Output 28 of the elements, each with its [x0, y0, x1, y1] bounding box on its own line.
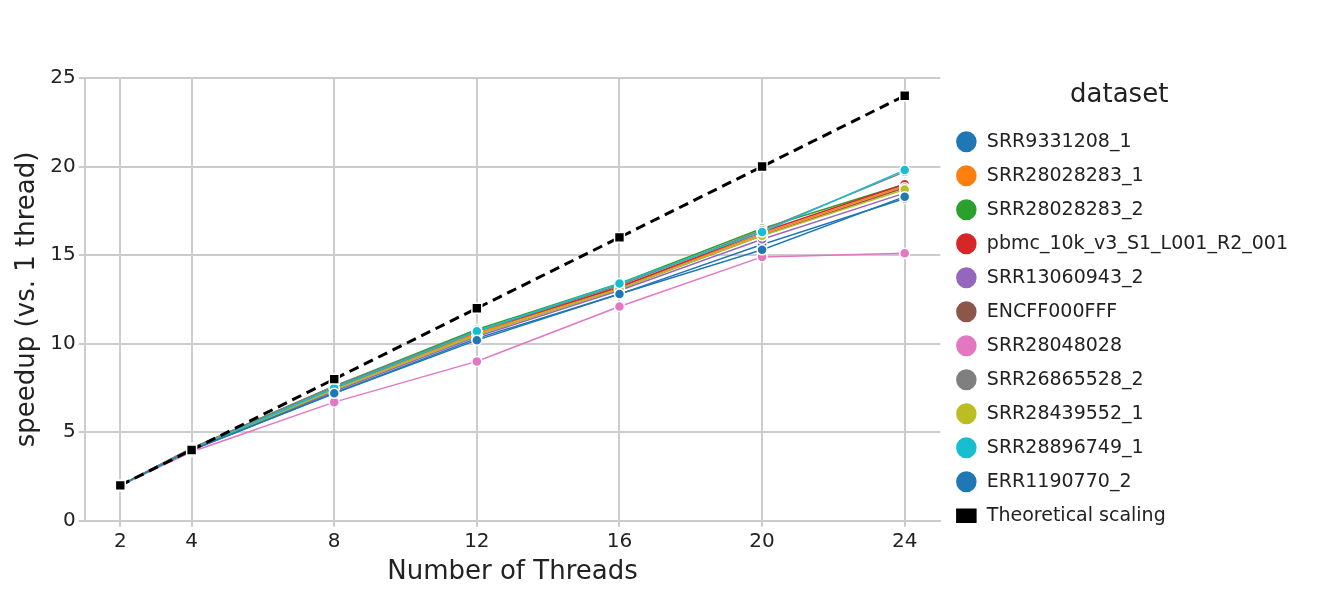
legend-label: SRR13060943_2: [986, 264, 1144, 288]
y-tick-label: 25: [50, 64, 76, 89]
x-tick-label: 2: [113, 528, 127, 552]
legend-label: Theoretical scaling: [985, 502, 1166, 525]
y-axis-title: speedup (vs. 1 thread): [10, 151, 41, 448]
legend-label: SRR28439552_1: [986, 400, 1144, 424]
legend-label: SRR9331208_1: [986, 128, 1132, 152]
x-tick-label: 8: [327, 528, 341, 552]
y-tick-label: 0: [62, 507, 76, 531]
legend-label: SRR28028283_1: [986, 162, 1144, 186]
x-tick-label: 16: [606, 528, 633, 552]
x-tick-label: 12: [464, 528, 490, 552]
legend-label: SRR28028283_2: [986, 196, 1144, 220]
x-tick-label: 20: [749, 528, 775, 552]
y-tick-label: 15: [50, 241, 76, 266]
y-tick-label: 5: [62, 418, 76, 443]
legend-label: SRR28048028: [986, 332, 1123, 355]
y-tick-label: 10: [50, 329, 76, 354]
legend-label: ERR1190770_2: [986, 468, 1132, 492]
legend-title: dataset: [1070, 77, 1169, 108]
x-tick-label: 4: [185, 528, 198, 552]
legend-label: ENCFF000FFF: [986, 298, 1118, 321]
legend-label: pbmc_10k_v3_S1_L001_R2_001: [986, 230, 1289, 254]
legend-label: SRR28896749_1: [986, 434, 1144, 458]
legend-label: SRR26865528_2: [986, 366, 1144, 390]
x-tick-label: 24: [891, 528, 918, 552]
y-tick-label: 20: [50, 152, 76, 177]
x-axis-title: Number of Threads: [387, 555, 638, 586]
